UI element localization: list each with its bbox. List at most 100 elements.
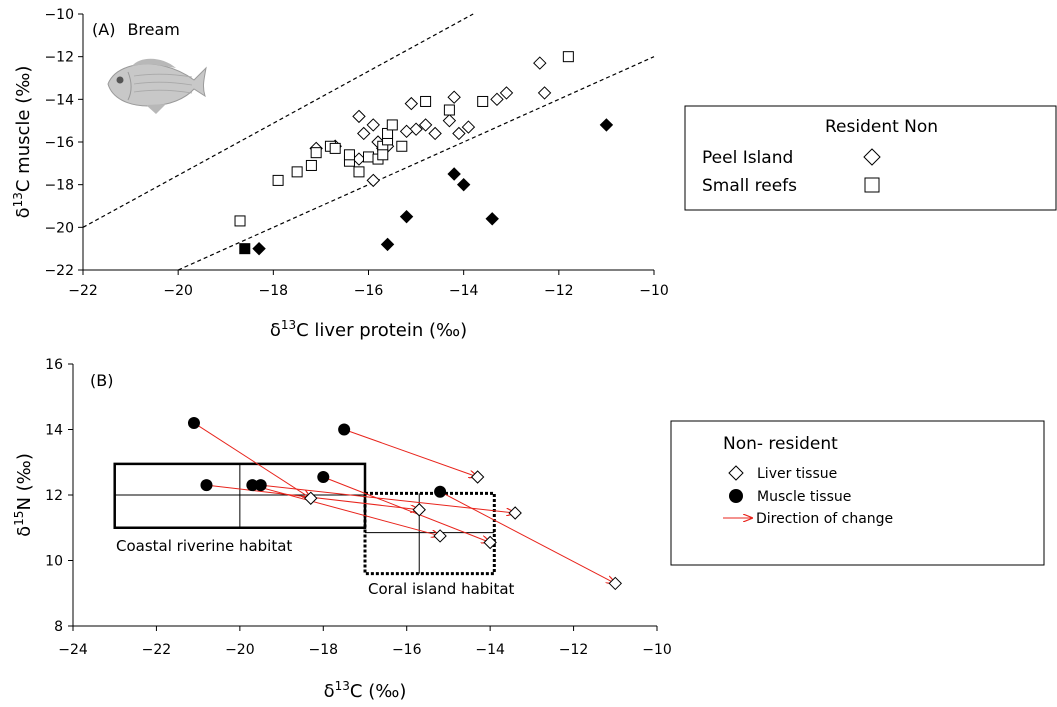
data-point — [447, 90, 461, 104]
x-tick-label: −12 — [544, 283, 574, 299]
data-point — [447, 167, 461, 181]
data-point — [338, 423, 351, 436]
data-point — [434, 485, 447, 498]
x-tick-label: −24 — [58, 642, 88, 658]
y-tick-label: 12 — [45, 488, 63, 504]
legend-label: Peel Island — [702, 148, 793, 168]
chart-title: Bream — [127, 20, 179, 39]
panel-label: (B) — [90, 371, 113, 390]
panel-b: −24 −22 −20 −18 −16 −14 −12 −10 8 10 12 14 16 Coastal… — [12, 357, 672, 702]
x-label-delta: δ — [270, 320, 281, 341]
data-point — [456, 177, 471, 192]
data-point — [252, 241, 266, 256]
y-tick-label: −12 — [44, 50, 74, 66]
legend-marker-diamond-open — [863, 148, 881, 166]
y-tick-label: −18 — [44, 178, 74, 194]
data-point — [485, 212, 499, 226]
x-tick-label: −20 — [163, 283, 193, 299]
y-tick-label: −14 — [44, 92, 74, 108]
data-point — [412, 503, 426, 517]
y-tick-label: 10 — [45, 554, 63, 570]
y-label-rest: C muscle (‰) — [13, 66, 34, 193]
data-point — [234, 215, 246, 227]
data-point — [366, 173, 380, 188]
panel-a: −22 −20 −18 −16 −14 −12 −10 −22 −20 −18 −16 −14 −12 −… — [11, 7, 669, 341]
data-point — [317, 470, 330, 483]
legend-label: Muscle tissue — [757, 489, 851, 505]
legend-marker-square-open — [864, 177, 880, 193]
x-axis-label: δ13C liver protein (‰) — [270, 318, 467, 341]
data-point — [428, 126, 442, 141]
x-tick-label: −22 — [142, 642, 172, 658]
direction-arrow — [323, 476, 490, 543]
y-label-sup: 15 — [12, 511, 26, 526]
x-label-rest: (‰) — [368, 681, 406, 702]
x-tick-label: −22 — [68, 283, 98, 299]
data-point — [477, 95, 489, 107]
data-point — [433, 529, 447, 543]
y-tick-label: −22 — [44, 263, 74, 279]
legend-marker-diamond-open — [728, 465, 744, 481]
fish-stripe — [133, 81, 193, 86]
data-point — [443, 104, 455, 116]
data-point — [533, 56, 547, 70]
data-point — [329, 142, 341, 154]
data-point — [537, 86, 552, 100]
data-point — [310, 147, 322, 159]
y-tick-label: 14 — [45, 423, 63, 439]
data-point — [452, 126, 466, 141]
fish-gill — [127, 71, 132, 101]
fish-anal-fin — [146, 104, 166, 114]
data-point — [343, 149, 355, 161]
x-tick-label: −18 — [259, 283, 289, 299]
direction-arrow — [260, 484, 515, 513]
data-point — [254, 479, 267, 492]
x-label-sup: 13 — [335, 679, 350, 693]
data-point — [366, 118, 380, 132]
fish-dorsal-fin — [132, 58, 176, 68]
data-point — [291, 166, 303, 178]
data-point — [396, 140, 408, 152]
y-tick-label: −16 — [44, 135, 74, 151]
data-point — [461, 120, 476, 134]
legend-label: Direction of change — [756, 511, 893, 527]
data-point — [608, 576, 622, 591]
y-axis-label: δ13C muscle (‰) — [11, 66, 34, 219]
legend-a: Resident Non Peel Island Small reefs — [684, 105, 1057, 211]
data-point — [187, 416, 200, 429]
data-point — [483, 535, 497, 550]
data-point — [409, 122, 423, 136]
x-tick-label: −12 — [559, 642, 589, 658]
data-point — [353, 166, 365, 178]
data-point — [490, 92, 504, 107]
x-label-sup: 13 — [281, 318, 296, 332]
legend-label: Liver tissue — [757, 466, 837, 482]
data-point — [499, 86, 514, 100]
x-tick-label: −18 — [309, 642, 339, 658]
direction-arrow — [439, 491, 615, 584]
legend-marker-circle-filled — [729, 489, 743, 503]
data-point — [357, 126, 371, 141]
y-label-rest: N (‰) — [14, 453, 35, 510]
data-point — [399, 124, 414, 139]
reference-line-upper — [82, 13, 474, 228]
data-point — [304, 491, 318, 505]
panel-label: (A) Bream — [92, 20, 180, 39]
data-point — [399, 209, 414, 224]
data-point — [386, 119, 398, 131]
y-axis-label: δ15N (‰) — [12, 453, 35, 537]
data-point — [352, 109, 366, 124]
y-label-delta: δ — [14, 526, 35, 537]
data-point — [442, 113, 457, 128]
x-label-rest: liver protein (‰) — [314, 320, 467, 341]
fish-eye — [116, 76, 124, 84]
data-point — [352, 152, 366, 166]
data-point — [404, 96, 419, 111]
x-tick-label: −16 — [392, 642, 422, 658]
x-axis-label: δ13C (‰) — [324, 679, 407, 702]
data-point — [239, 243, 251, 255]
habitat-label-coral: Coral island habitat — [368, 580, 515, 598]
x-label-elem: C — [296, 320, 314, 341]
x-tick-label: −10 — [642, 642, 672, 658]
